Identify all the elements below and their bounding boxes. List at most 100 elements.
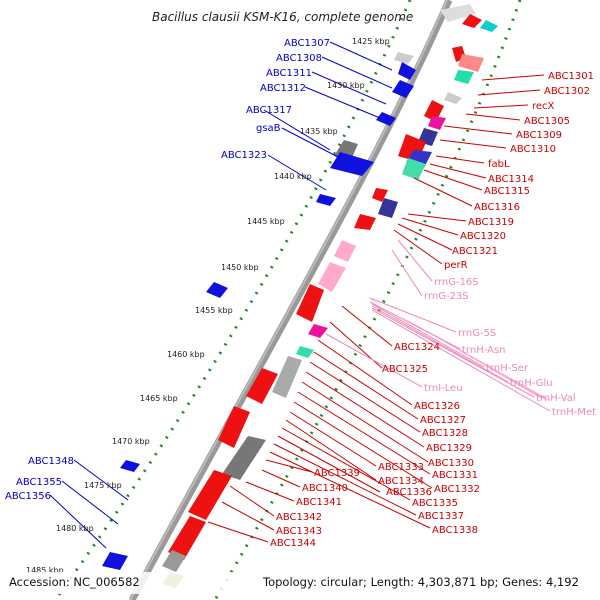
gene-label[interactable]: gsaB — [256, 123, 281, 134]
kbp-label: 1475 kbp — [84, 481, 122, 490]
gene-label[interactable]: ABC1333 — [378, 462, 424, 473]
kbp-label: 1425 kbp — [352, 37, 390, 46]
gene-label[interactable]: ABC1330 — [428, 458, 474, 469]
map-title: Bacillus clausii KSM-K16, complete genom… — [152, 10, 413, 24]
gene-arrow — [206, 282, 228, 298]
gene-label[interactable]: rrnG-16S — [434, 277, 479, 288]
leader-line — [369, 297, 457, 333]
leader-line — [245, 481, 295, 502]
leader-line — [49, 494, 107, 549]
gene-label[interactable]: ABC1326 — [414, 401, 460, 412]
gene-label[interactable]: ABC1311 — [266, 68, 312, 79]
gene-label[interactable]: ABC1321 — [452, 246, 498, 257]
gene-label[interactable]: ABC1310 — [510, 144, 556, 155]
gene-label[interactable]: ABC1329 — [426, 443, 472, 454]
gene-label[interactable]: ABC1320 — [460, 231, 506, 242]
gene-label[interactable]: ABC1308 — [276, 53, 322, 64]
gene-label[interactable]: ABC1336 — [386, 487, 432, 498]
gene-label[interactable]: rrnG-23S — [424, 291, 469, 302]
leader-line — [229, 485, 275, 517]
right-leader-lines — [207, 74, 545, 543]
gene-label[interactable]: ABC1325 — [382, 364, 428, 375]
right-gene-labels: ABC1301 ABC1302 recX ABC1305 ABC1309 ABC… — [270, 71, 594, 549]
gene-label[interactable]: trnH-Asn — [462, 345, 506, 356]
gene-arrow — [440, 4, 476, 22]
gene-label[interactable]: trnH-Ser — [486, 363, 529, 374]
gene-label[interactable]: ABC1337 — [418, 511, 464, 522]
gene-label[interactable]: ABC1319 — [468, 217, 514, 228]
leader-line — [265, 459, 313, 473]
leader-line — [371, 307, 535, 398]
leader-line — [329, 41, 393, 71]
accession-text: Accession: NC_006582 — [9, 575, 140, 589]
gene-label[interactable]: trnI-Leu — [424, 383, 463, 394]
gene-label[interactable]: ABC1340 — [302, 483, 348, 494]
gene-label[interactable]: ABC1317 — [246, 105, 292, 116]
leader-line — [317, 339, 413, 406]
gene-label[interactable]: ABC1315 — [484, 186, 530, 197]
gene-label[interactable]: ABC1323 — [221, 150, 267, 161]
leader-line — [481, 74, 545, 81]
gene-arrow — [424, 100, 444, 122]
gene-label[interactable]: ABC1341 — [296, 497, 342, 508]
leader-line — [309, 361, 421, 433]
leader-line — [304, 86, 381, 119]
gene-label[interactable]: recX — [532, 101, 555, 112]
gene-label[interactable]: ABC1343 — [276, 526, 322, 537]
gene-label[interactable]: trnH-Met — [552, 407, 596, 418]
gene-label[interactable]: fabL — [488, 159, 510, 170]
left-gene-labels: ABC1307 ABC1308 ABC1311 ABC1312 ABC1317 … — [5, 38, 330, 502]
footer-background — [0, 572, 600, 594]
gene-label[interactable]: ABC1316 — [474, 202, 520, 213]
gene-arrow — [394, 52, 414, 64]
gene-label[interactable]: ABC1331 — [432, 470, 478, 481]
gene-label[interactable]: ABC1338 — [432, 525, 478, 536]
left-leader-lines — [49, 41, 393, 549]
gene-label[interactable]: perR — [444, 260, 468, 271]
gene-label[interactable]: ABC1328 — [422, 428, 468, 439]
gene-label[interactable]: ABC1307 — [284, 38, 330, 49]
gene-label[interactable]: ABC1309 — [516, 130, 562, 141]
gene-label[interactable]: ABC1332 — [434, 484, 480, 495]
gene-label[interactable]: trnH-Glu — [510, 378, 553, 389]
leader-line — [397, 239, 433, 282]
kbp-label: 1465 kbp — [140, 394, 178, 403]
leader-line — [429, 163, 487, 179]
gene-label[interactable]: ABC1344 — [270, 538, 316, 549]
gene-label[interactable]: trnH-Val — [536, 393, 576, 404]
gene-arrow — [102, 552, 128, 570]
genome-summary-text: Topology: circular; Length: 4,303,871 bp… — [262, 575, 579, 589]
kbp-label: 1455 kbp — [195, 306, 233, 315]
gene-label[interactable]: ABC1327 — [420, 415, 466, 426]
gene-label[interactable]: ABC1312 — [260, 83, 306, 94]
kbp-label: 1435 kbp — [300, 127, 338, 136]
gene-arrow — [296, 346, 314, 358]
gene-label[interactable]: ABC1324 — [394, 342, 440, 353]
gene-arrow — [308, 324, 328, 338]
leader-line — [473, 104, 529, 109]
gene-label[interactable]: ABC1334 — [378, 476, 424, 487]
leader-line — [301, 381, 429, 463]
gene-label[interactable]: ABC1348 — [28, 456, 74, 467]
leader-line — [263, 109, 331, 151]
gene-label[interactable]: ABC1339 — [314, 468, 360, 479]
gene-label[interactable]: ABC1342 — [276, 512, 322, 523]
gene-label[interactable]: ABC1356 — [5, 491, 51, 502]
gene-arrow — [480, 20, 498, 32]
gene-arrow — [454, 70, 474, 84]
gene-label[interactable]: ABC1355 — [16, 477, 62, 488]
leader-line — [465, 113, 521, 121]
leader-line — [277, 435, 381, 493]
gene-label[interactable]: ABC1301 — [548, 71, 594, 82]
leader-line — [393, 229, 443, 265]
leader-line — [293, 401, 433, 489]
gene-arrow — [168, 516, 206, 560]
gene-label[interactable]: ABC1305 — [524, 116, 570, 127]
inner-tick-track — [213, 0, 522, 600]
gene-label[interactable]: ABC1335 — [412, 498, 458, 509]
gene-label[interactable]: ABC1302 — [544, 86, 590, 97]
gene-label[interactable]: rrnG-5S — [458, 328, 496, 339]
gene-arrow — [354, 214, 376, 230]
gene-label[interactable]: ABC1314 — [488, 174, 534, 185]
